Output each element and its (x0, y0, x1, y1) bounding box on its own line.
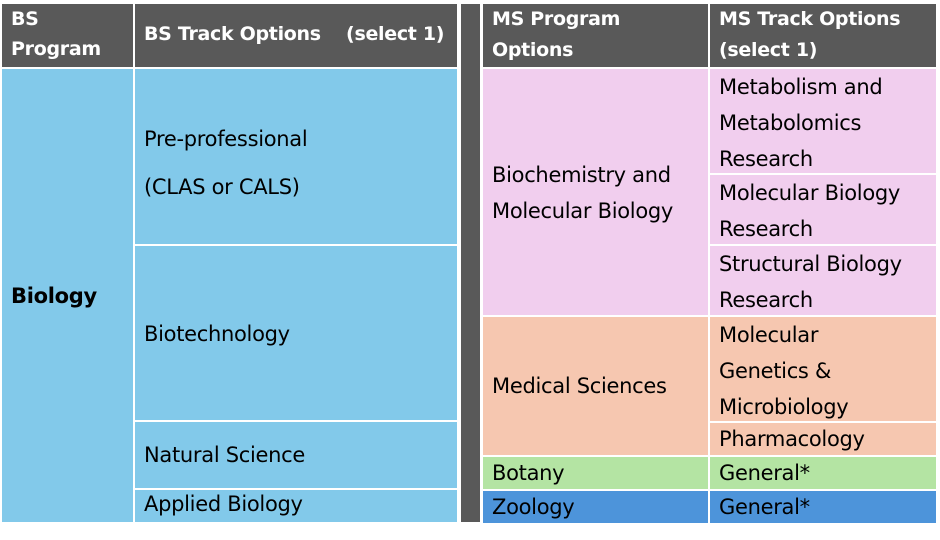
ms-track-botany-general: General* (710, 457, 936, 489)
ms-track-structural-biology-line1: Structural Biology (719, 252, 902, 276)
ms-track-molecular-genetics-line3: Microbiology (719, 395, 849, 419)
header-bs-program-line1: BS (11, 8, 39, 30)
header-ms-program: MS Program Options (483, 4, 708, 67)
header-ms-track-line2: (select 1) (719, 39, 818, 61)
header-ms-program-line1: MS Program (492, 8, 621, 30)
bs-track-preprofessional-line1: Pre-professional (144, 127, 308, 151)
header-ms-track: MS Track Options (select 1) (710, 4, 936, 67)
bs-track-preprofessional-line2: (CLAS or CALS) (144, 175, 300, 199)
bs-program-biology: Biology (2, 69, 133, 522)
bs-track-applied-biology: Applied Biology (135, 490, 457, 522)
ms-program-biochemistry: Biochemistry and Molecular Biology (483, 69, 708, 315)
header-ms-program-line2: Options (492, 39, 574, 61)
bs-track-biotechnology: Biotechnology (135, 246, 457, 420)
bs-track-natural-science: Natural Science (135, 422, 457, 488)
bs-track-preprofessional: Pre-professional (CLAS or CALS) (135, 69, 457, 244)
ms-program-biochemistry-line1: Biochemistry and (492, 163, 671, 187)
header-bs-program: BS Program (2, 4, 133, 67)
ms-track-metabolism-line3: Research (719, 147, 813, 171)
ms-program-biochemistry-line2: Molecular Biology (492, 199, 674, 223)
ms-track-molecular-genetics: Molecular Genetics & Microbiology (710, 317, 936, 421)
ms-track-metabolism-line2: Metabolomics (719, 111, 862, 135)
header-bs-track: BS Track Options (select 1) (135, 4, 457, 67)
ms-track-molecular-biology: Molecular Biology Research (710, 175, 936, 244)
ms-track-molecular-genetics-line2: Genetics & (719, 359, 832, 383)
ms-track-zoology-general: General* (710, 491, 936, 523)
ms-track-structural-biology-line2: Research (719, 288, 813, 312)
ms-track-metabolism: Metabolism and Metabolomics Research (710, 69, 936, 173)
ms-track-molecular-biology-line1: Molecular Biology (719, 181, 901, 205)
ms-program-zoology: Zoology (483, 491, 708, 523)
ms-track-metabolism-line1: Metabolism and (719, 75, 883, 99)
header-ms-track-line1: MS Track Options (719, 8, 901, 30)
ms-track-molecular-biology-line2: Research (719, 217, 813, 241)
header-bs-program-line2: Program (11, 38, 101, 60)
table-separator (461, 4, 480, 522)
ms-track-molecular-genetics-line1: Molecular (719, 323, 819, 347)
ms-track-pharmacology: Pharmacology (710, 423, 936, 455)
ms-program-medical-sciences: Medical Sciences (483, 317, 708, 455)
ms-program-botany: Botany (483, 457, 708, 489)
ms-track-structural-biology: Structural Biology Research (710, 246, 936, 315)
